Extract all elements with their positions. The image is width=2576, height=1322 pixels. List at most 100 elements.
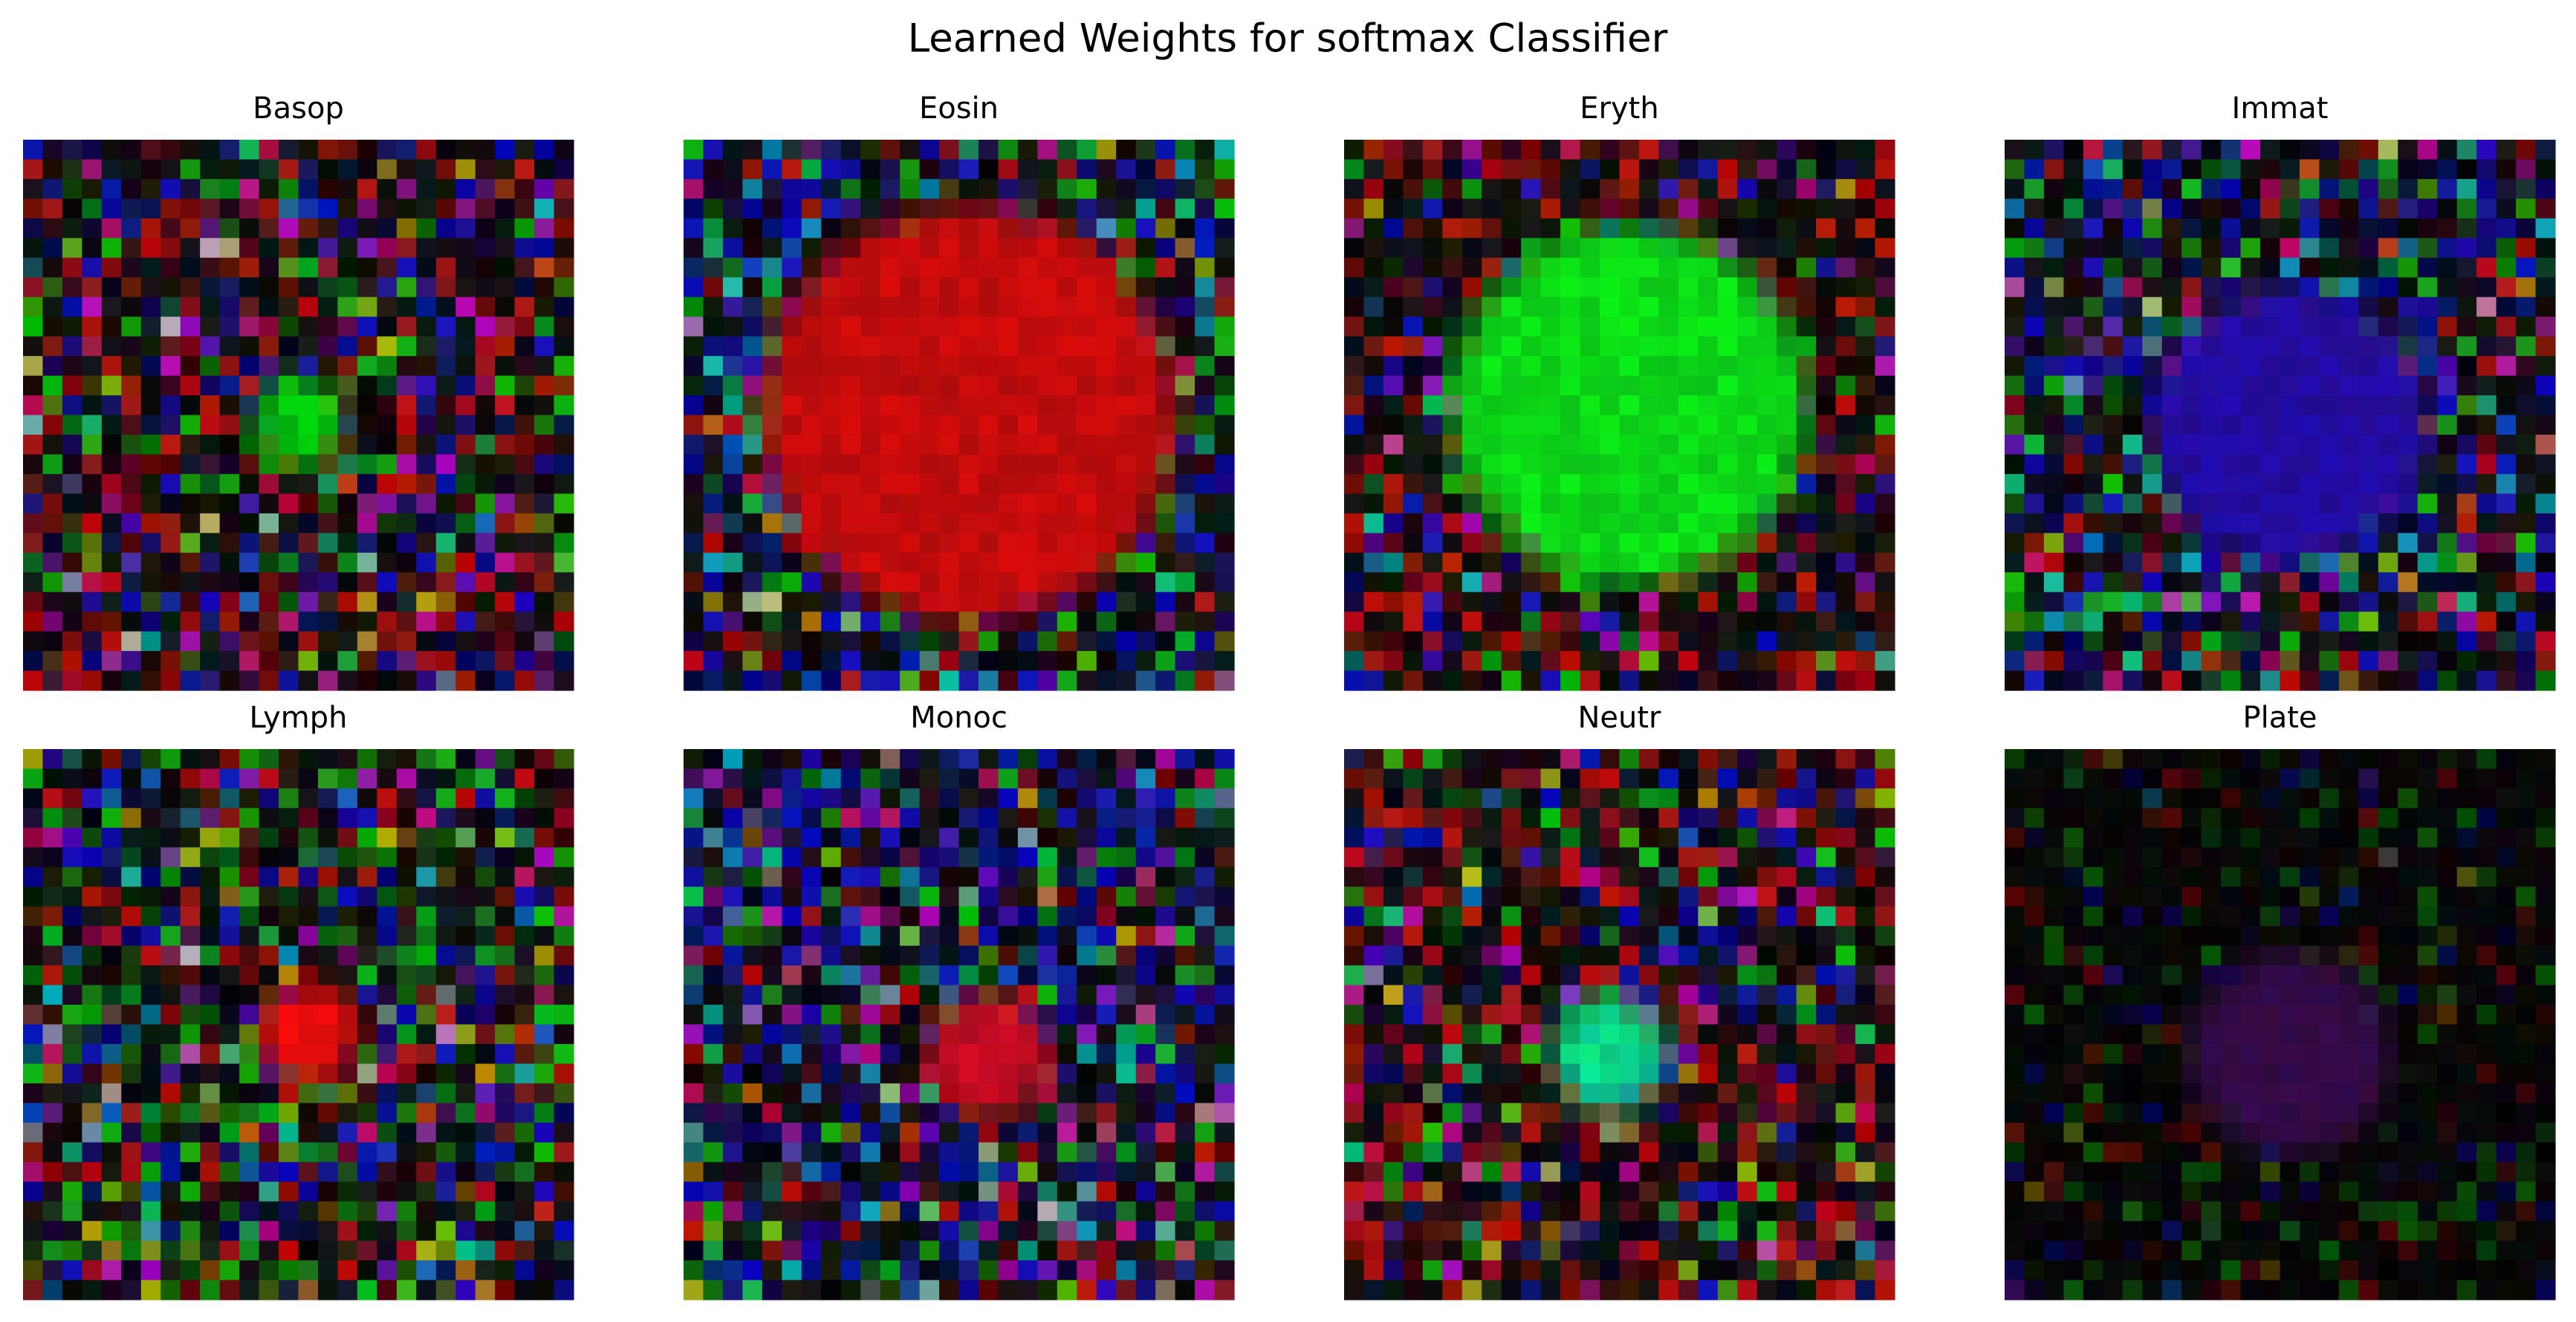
pixel xyxy=(703,1161,724,1182)
pixel xyxy=(2005,572,2025,593)
pixel xyxy=(722,866,743,887)
pixel xyxy=(1037,572,1058,593)
pixel xyxy=(1855,454,1876,475)
pixel xyxy=(219,1260,240,1281)
pixel xyxy=(684,866,704,887)
pixel xyxy=(475,1122,496,1143)
pixel xyxy=(821,178,842,199)
pixel xyxy=(1855,887,1876,907)
pixel xyxy=(140,1182,161,1202)
pixel xyxy=(298,317,319,337)
pixel xyxy=(1521,808,1542,829)
pixel xyxy=(298,788,319,809)
pixel xyxy=(1796,572,1817,593)
pixel xyxy=(2358,533,2379,554)
pixel xyxy=(62,159,82,180)
pixel xyxy=(1855,612,1876,632)
pixel xyxy=(684,1142,704,1163)
pixel xyxy=(801,788,822,809)
pixel xyxy=(1403,768,1424,789)
pixel xyxy=(1175,356,1195,377)
pixel xyxy=(1835,140,1856,161)
pixel xyxy=(860,808,881,829)
pixel xyxy=(1560,159,1581,180)
pixel xyxy=(200,454,221,475)
pixel xyxy=(880,552,901,573)
pixel xyxy=(42,1083,63,1104)
pixel xyxy=(1482,926,1502,947)
pixel xyxy=(742,965,763,986)
pixel xyxy=(357,454,377,475)
pixel xyxy=(1096,1260,1117,1281)
pixel xyxy=(62,1122,82,1143)
pixel xyxy=(1057,788,1077,809)
pixel xyxy=(703,945,724,966)
pixel xyxy=(782,926,802,947)
pixel xyxy=(2299,159,2320,180)
pixel xyxy=(1344,375,1365,396)
pixel xyxy=(1540,749,1561,770)
pixel xyxy=(396,847,417,868)
pixel xyxy=(703,866,724,887)
pixel xyxy=(1501,847,1522,868)
pixel xyxy=(1383,612,1404,632)
pixel xyxy=(377,1122,398,1143)
pixel xyxy=(317,277,339,298)
pixel xyxy=(377,926,398,947)
pixel xyxy=(495,827,516,848)
pixel xyxy=(1521,317,1542,337)
pixel xyxy=(900,552,921,573)
pixel xyxy=(1135,1024,1156,1045)
pixel xyxy=(317,297,339,317)
pixel xyxy=(1422,808,1443,829)
pixel xyxy=(1638,788,1660,809)
pixel xyxy=(2043,238,2064,259)
pixel xyxy=(2201,336,2222,357)
pixel xyxy=(534,572,555,593)
pixel xyxy=(1057,945,1077,966)
pixel xyxy=(782,140,802,161)
pixel xyxy=(140,592,161,612)
pixel xyxy=(259,395,279,416)
pixel xyxy=(475,198,496,219)
pixel xyxy=(1717,572,1738,593)
pixel xyxy=(298,297,319,317)
pixel xyxy=(1482,238,1502,259)
pixel xyxy=(2024,238,2045,259)
pixel xyxy=(455,552,476,573)
pixel xyxy=(1580,906,1600,927)
pixel xyxy=(396,473,417,494)
pixel xyxy=(1195,906,1216,927)
pixel xyxy=(1461,317,1482,337)
pixel xyxy=(1482,415,1502,435)
pixel xyxy=(762,847,782,868)
pixel xyxy=(219,1142,240,1163)
pixel xyxy=(1875,277,1895,298)
pixel xyxy=(2398,336,2418,357)
pixel xyxy=(1422,513,1443,534)
pixel xyxy=(1175,513,1195,534)
pixel xyxy=(2516,257,2537,278)
pixel xyxy=(1580,887,1600,907)
pixel xyxy=(1195,1161,1216,1182)
pixel xyxy=(554,552,574,573)
pixel xyxy=(742,1024,763,1045)
pixel xyxy=(239,887,260,907)
pixel xyxy=(2476,198,2497,219)
pixel xyxy=(2201,198,2222,219)
pixel xyxy=(2063,612,2084,632)
pixel xyxy=(1619,827,1640,848)
pixel xyxy=(62,336,82,357)
pixel xyxy=(357,1083,377,1104)
pixel xyxy=(495,887,516,907)
pixel xyxy=(821,612,842,632)
pixel xyxy=(435,198,456,219)
pixel xyxy=(1175,749,1195,770)
pixel xyxy=(317,257,339,278)
pixel xyxy=(82,395,103,416)
pixel xyxy=(998,631,1019,652)
pixel xyxy=(514,985,535,1005)
pixel xyxy=(1580,140,1600,161)
pixel xyxy=(2299,336,2320,357)
pixel xyxy=(554,178,574,199)
